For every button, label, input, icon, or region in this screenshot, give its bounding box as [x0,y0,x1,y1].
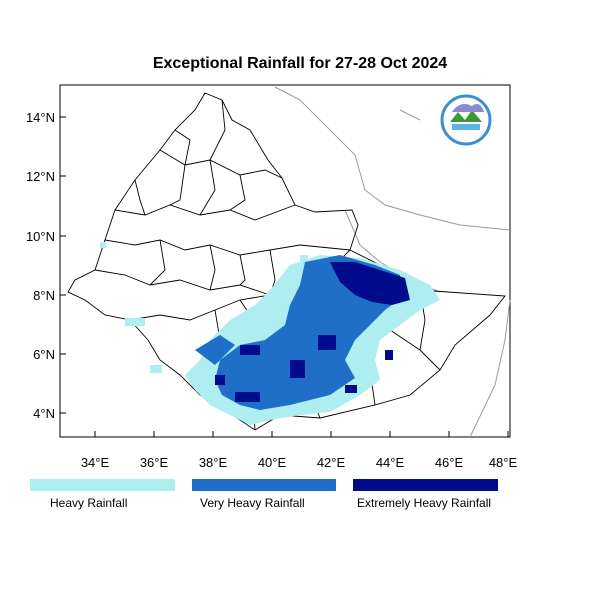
lon-label: 38°E [199,455,228,470]
lon-label: 34°E [81,455,110,470]
legend-swatch-extremely-heavy [353,479,498,491]
legend-swatch-very-heavy [192,479,336,491]
lon-label: 44°E [376,455,405,470]
latitude-labels: 14°N 12°N 10°N 8°N 6°N 4°N [26,110,55,421]
lon-label: 36°E [140,455,169,470]
legend-swatch-heavy [30,479,175,491]
lon-label: 42°E [317,455,346,470]
lon-label: 46°E [435,455,464,470]
extremely-heavy-rainfall-areas [215,262,410,402]
meteorology-agency-logo-icon [440,94,492,146]
lon-label: 48°E [489,455,518,470]
country-outline [67,92,506,431]
lon-label: 40°E [258,455,287,470]
axis-ticks [60,116,509,437]
lat-label: 4°N [33,406,55,421]
lat-label: 6°N [33,347,55,362]
map-title: Exceptional Rainfall for 27-28 Oct 2024 [152,55,448,72]
legend-label-very-heavy: Very Heavy Rainfall [200,496,305,510]
lat-label: 8°N [33,288,55,303]
plot-frame [59,84,511,438]
lat-label: 12°N [26,169,55,184]
legend-label-extremely-heavy: Extremely Heavy Rainfall [357,496,492,510]
legend-label-heavy: Heavy Rainfall [50,496,128,510]
lat-label: 10°N [26,229,55,244]
longitude-labels: 34°E 36°E 38°E 40°E 42°E 44°E 46°E 48°E [81,455,518,470]
lat-label: 14°N [26,110,55,125]
